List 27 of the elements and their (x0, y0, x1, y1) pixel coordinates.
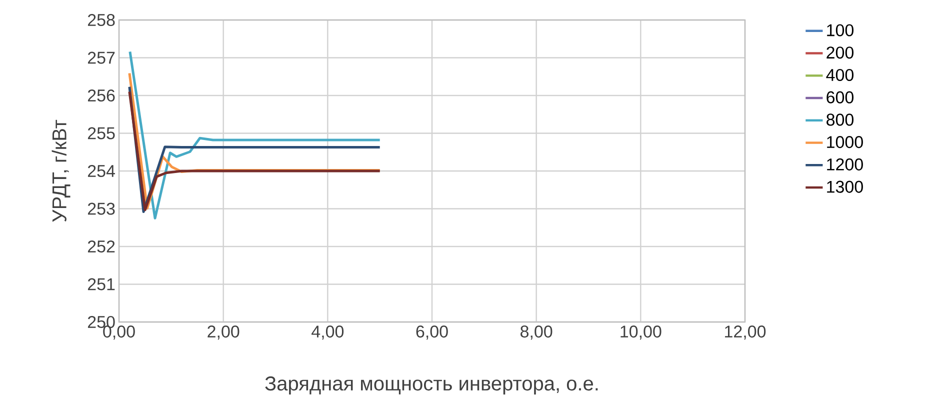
line-series (128, 50, 382, 220)
y-tick-label: 252 (88, 240, 115, 253)
legend-label: 1300 (827, 180, 863, 193)
x-tick-label: 8,00 (520, 326, 552, 340)
y-tick-label: 254 (88, 164, 115, 178)
x-tick-label: 4,00 (312, 326, 344, 340)
y-tick-label: 256 (88, 89, 115, 102)
x-tick-label: 6,00 (416, 326, 448, 340)
y-axis-title: УРДТ, г/кВт (52, 120, 70, 222)
x-tick-label: 12,00 (725, 326, 766, 340)
x-tick-label: 2,00 (208, 326, 240, 340)
x-axis-title: Зарядная мощность инвертора, о.е. (265, 376, 598, 395)
legend-label: 1200 (827, 158, 863, 170)
y-tick-label: 253 (88, 202, 115, 215)
y-tick-label: 255 (88, 127, 115, 140)
x-tick-label: 0,00 (103, 326, 135, 340)
y-tick-label: 258 (88, 14, 115, 26)
legend-label: 1000 (827, 136, 863, 148)
x-tick-label: 10,00 (620, 326, 662, 340)
y-tick-label: 250 (88, 316, 115, 328)
legend-label: 200 (826, 46, 854, 59)
legend-label: 600 (826, 91, 854, 104)
legend-label: 800 (826, 114, 854, 126)
y-tick-label: 257 (88, 52, 115, 64)
legend-label: 100 (827, 24, 854, 36)
y-tick-label: 251 (88, 278, 115, 290)
legend-label: 400 (826, 68, 854, 81)
